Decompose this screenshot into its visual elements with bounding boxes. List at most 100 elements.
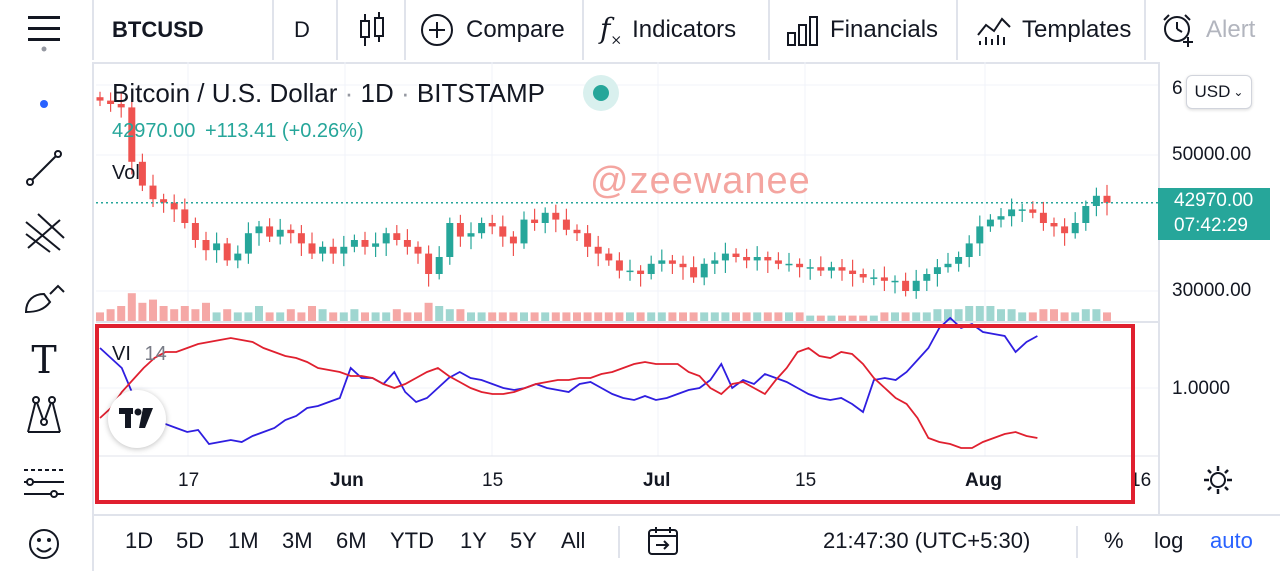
volume-bar [933,309,942,322]
volume-bar [520,312,528,322]
volume-bar [668,312,677,322]
volume-bar [223,309,232,322]
volume-bar [180,306,189,322]
volume-bar [742,312,751,322]
volume-bar [594,312,603,322]
prediction-icon[interactable] [20,458,68,506]
auto-toggle[interactable]: auto [1210,528,1253,553]
price-axis[interactable] [1158,62,1280,520]
volume-bar [382,312,391,322]
candle-body [785,263,793,266]
range-button-6m[interactable]: 6M [336,528,367,553]
volume-bar [159,306,168,322]
volume-bar [785,312,793,322]
alert-label: Alert [1206,16,1256,43]
volume-bar [869,315,878,322]
indicators-button[interactable]: f× Indicators [600,0,736,60]
candle-body [562,219,570,230]
candle-body [520,219,528,244]
symbol-search-button[interactable]: BTCUSD [112,17,204,42]
range-button-1d[interactable]: 1D [125,528,154,553]
volume-bar [488,312,497,322]
price-label-30000: 30000.00 [1172,280,1252,301]
go-to-date-icon[interactable] [646,516,680,566]
menu-icon[interactable] [24,0,68,60]
volume-bar [1092,309,1101,322]
candle-body [806,267,814,269]
brush-icon[interactable] [20,272,68,320]
volume-bar [1028,312,1037,322]
candle-body [774,260,782,264]
volume-legend[interactable]: Vol [112,162,140,184]
candle-body [1082,206,1090,223]
candle-body [817,267,825,271]
candle-body [138,161,146,186]
candle-body [711,260,719,264]
chart-type-candles-icon[interactable] [356,0,388,60]
candle-body [382,233,390,244]
candle-body [107,100,115,104]
emoji-icon[interactable] [20,520,68,568]
market-open-status-icon[interactable] [583,75,619,111]
range-button-3m[interactable]: 3M [282,528,313,553]
volume-bar [456,309,465,322]
text-tool-icon[interactable]: T [31,338,57,382]
percent-toggle[interactable]: % [1104,528,1124,553]
financials-button[interactable]: Financials [786,0,938,60]
settings-gear-icon[interactable] [1200,462,1236,498]
trend-line-icon[interactable] [20,144,68,192]
volume-bar [308,306,316,322]
crosshair-dot-icon[interactable] [20,80,68,128]
time-label: Jul [643,470,671,491]
volume-bar [636,312,645,322]
candle-body [541,212,549,223]
compare-button[interactable]: Compare [420,0,565,60]
pattern-icon[interactable] [20,392,68,440]
time-label: Jun [330,470,364,491]
volume-bar [1060,312,1069,322]
templates-button[interactable]: Templates [976,0,1131,60]
interval-button[interactable]: D [294,17,310,42]
timezone-clock[interactable]: 21:47:30 (UTC+5:30) [823,528,1031,553]
candle-body [902,280,910,291]
candle-body [160,199,168,203]
candle-body [891,280,899,283]
indicator-legend[interactable]: VI 14 [112,343,167,366]
legend-price: 42970.00 [112,120,196,142]
candle-body [350,240,358,247]
volume-bar [1039,309,1048,322]
volume-bar [1081,309,1090,322]
price-label-50000: 50000.00 [1172,144,1252,165]
log-toggle[interactable]: log [1154,528,1184,553]
tradingview-logo-icon[interactable] [108,390,166,448]
range-button-1m[interactable]: 1M [228,528,259,553]
range-button-all[interactable]: All [561,528,586,553]
range-button-5y[interactable]: 5Y [510,528,537,553]
currency-select[interactable]: USD ⌄ [1186,75,1252,109]
alert-button[interactable]: Alert [1160,0,1255,60]
time-label: 16 [1130,470,1152,491]
candle-body [361,240,369,247]
candle-body [531,219,539,223]
volume-bar [774,312,783,322]
range-button-5d[interactable]: 5D [176,528,205,553]
volume-bar [467,312,475,322]
volume-bar [1050,309,1058,322]
candle-body [393,233,401,240]
candle-body [149,185,157,200]
volume-bar [753,312,762,322]
range-button-ytd[interactable]: YTD [390,528,434,553]
volume-bar [435,306,444,322]
range-button-1y[interactable]: 1Y [460,528,487,553]
pitchfork-icon[interactable] [20,208,68,256]
chart-grid [96,62,1158,456]
volume-bar [806,315,815,322]
indicators-label: Indicators [632,16,737,43]
legend-change: +113.41 (+0.26%) [204,120,364,142]
candle-body [838,267,846,271]
volume-bar [880,312,889,322]
candle-body [1039,212,1047,223]
volume-bar [212,312,221,322]
legend-interval: 1D [360,78,394,108]
